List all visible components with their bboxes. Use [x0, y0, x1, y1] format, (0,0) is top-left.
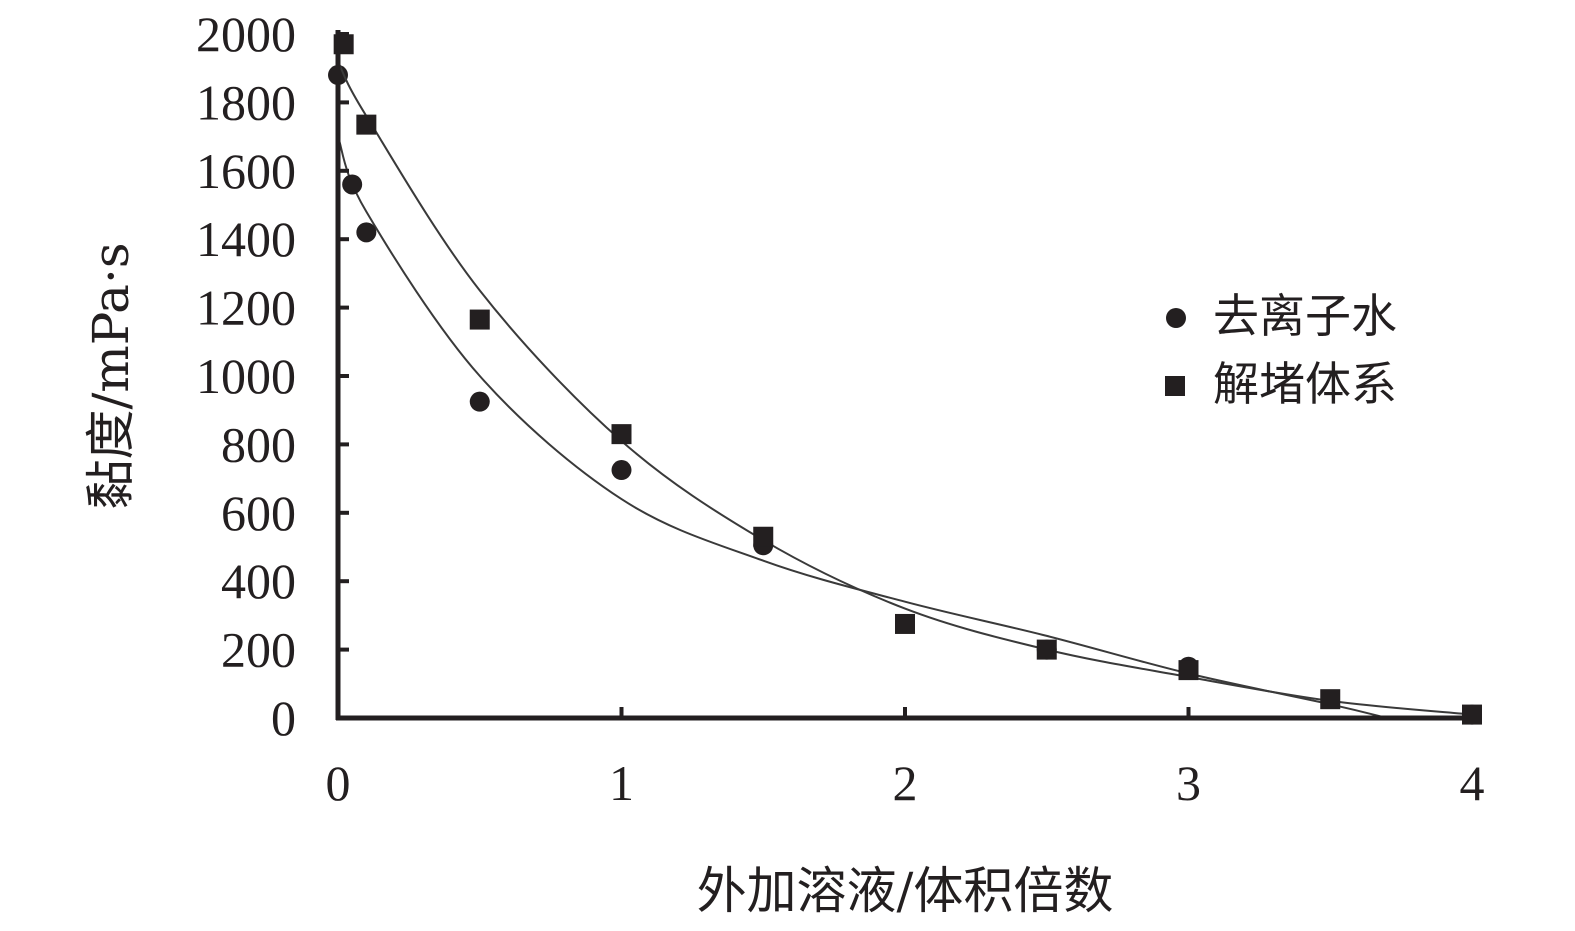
tick-labels: 0 200 400 600 800 1000 1200 1400 1600 1800 2000 0 1 2…: [196, 6, 1485, 811]
x-tick-label: 4: [1460, 755, 1485, 811]
data-point-square: [753, 526, 774, 547]
y-tick-label: 0: [271, 690, 296, 746]
data-point-square: [611, 424, 632, 445]
data-point-square: [1320, 689, 1341, 710]
x-tick-label: 2: [893, 755, 918, 811]
x-axis-title: 外加溶液/体积倍数: [697, 862, 1114, 920]
data-point-circle: [342, 174, 363, 195]
x-tick-label: 0: [326, 755, 351, 811]
data-point-circle: [469, 391, 490, 412]
legend: 去离子水 解堵体系: [1165, 289, 1397, 411]
legend-label-plugging-removal-system: 解堵体系: [1213, 357, 1397, 411]
y-tick-label: 1000: [196, 348, 296, 404]
y-tick-label: 2000: [196, 6, 296, 62]
series-layer: [328, 34, 1482, 725]
y-tick-label: 400: [221, 553, 296, 609]
data-point-square: [895, 613, 915, 634]
trendline-2: [337, 60, 1473, 716]
data-point-circle: [356, 222, 377, 243]
y-tick-label: 1400: [196, 211, 296, 267]
trendline-1: [337, 136, 1388, 719]
y-axis-title: 黏度/mPa·s: [82, 242, 140, 509]
legend-marker-square: [1165, 376, 1185, 396]
data-point-square: [1036, 639, 1057, 660]
x-tick-label: 1: [609, 755, 634, 811]
data-point-square: [1178, 660, 1199, 681]
data-point-square: [356, 114, 377, 135]
data-point-circle: [611, 460, 632, 481]
x-tick-label: 3: [1176, 755, 1201, 811]
legend-label-deionized-water: 去离子水: [1213, 289, 1397, 343]
legend-marker-circle: [1166, 308, 1186, 328]
y-tick-label: 800: [221, 416, 296, 472]
y-tick-label: 1800: [196, 74, 296, 130]
y-tick-label: 600: [221, 485, 296, 541]
axes: [335, 30, 1476, 721]
y-tick-label: 200: [221, 622, 296, 678]
data-point-square: [469, 309, 490, 330]
y-tick-label: 1600: [196, 143, 296, 199]
y-tick-label: 1200: [196, 280, 296, 336]
